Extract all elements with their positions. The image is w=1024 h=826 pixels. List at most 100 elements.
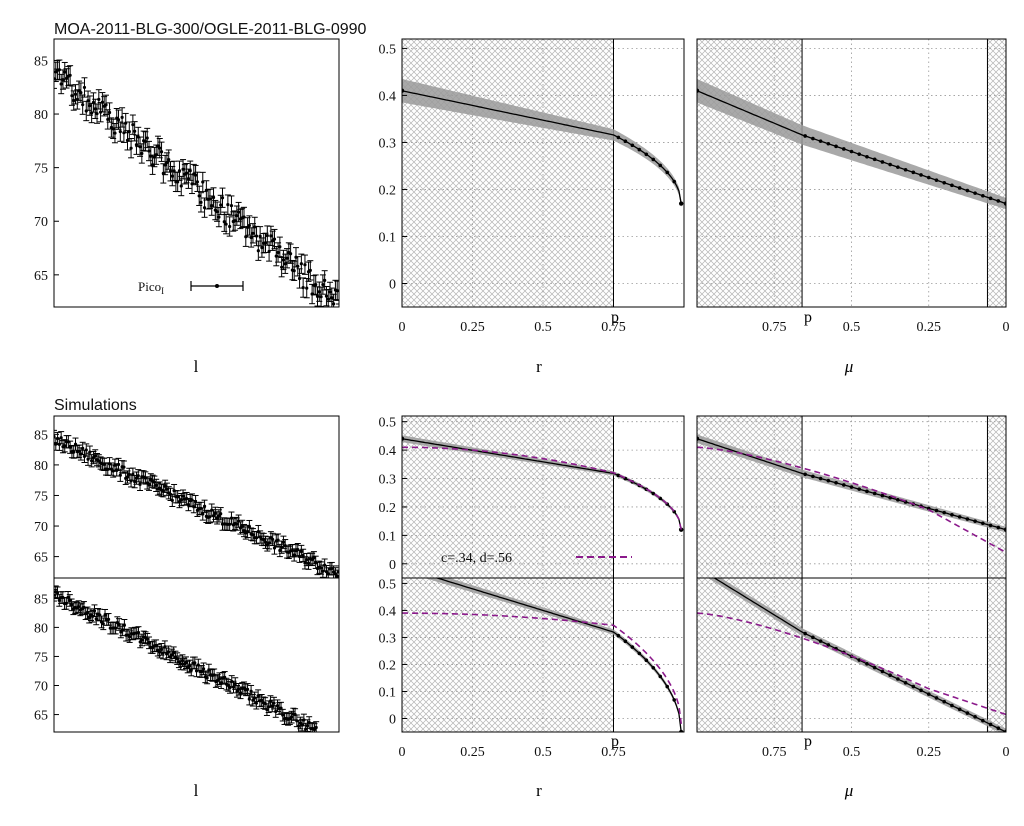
- data-point: [120, 115, 124, 120]
- profile-point: [818, 639, 823, 643]
- y-tick-label: 85: [34, 428, 48, 443]
- profile-point: [651, 665, 656, 670]
- panel-sim1-profile-r: 0 0.1 0.2 0.3 0.4 0.5: [379, 415, 685, 579]
- profile-point: [665, 170, 670, 175]
- data-point: [298, 721, 302, 725]
- x-tick-label: 0.5: [843, 320, 861, 335]
- profile-point: [973, 519, 977, 523]
- profile-point: [981, 521, 985, 526]
- data-point: [106, 617, 111, 621]
- data-point: [217, 514, 221, 518]
- data-point: [84, 448, 88, 452]
- data-point: [168, 169, 173, 173]
- data-point: [57, 598, 61, 603]
- data-point: [275, 704, 280, 708]
- data-point: [97, 97, 101, 101]
- data-point: [237, 210, 241, 214]
- data-point: [184, 661, 188, 665]
- profile-point: [911, 170, 916, 175]
- profile-point: [950, 703, 954, 708]
- data-point: [292, 269, 296, 273]
- data-point: [127, 130, 131, 134]
- data-point: [242, 528, 246, 533]
- data-point: [157, 650, 162, 654]
- shaded-region: [697, 39, 803, 307]
- data-point: [211, 514, 216, 518]
- data-point: [87, 615, 91, 619]
- data-point: [95, 112, 99, 116]
- data-point: [229, 203, 234, 208]
- shaded-region: [987, 578, 1006, 732]
- data-point: [116, 462, 121, 467]
- profile-point: [616, 135, 621, 140]
- data-point: [290, 549, 294, 553]
- plot-area: [402, 416, 684, 578]
- data-point: [170, 498, 174, 502]
- data-point: [179, 662, 183, 666]
- data-point: [312, 556, 316, 560]
- data-point: [81, 446, 85, 451]
- data-point: [326, 297, 330, 301]
- data-point: [199, 200, 203, 204]
- xlabel-l-top: l: [194, 357, 199, 376]
- data-point: [97, 459, 101, 463]
- panel-frame: [53, 577, 340, 733]
- data-point: [272, 237, 277, 241]
- profile-point: [1003, 527, 1006, 532]
- data-point: [271, 537, 275, 542]
- plot-area: [54, 59, 340, 315]
- panel-frame: [401, 577, 685, 733]
- data-point: [211, 195, 216, 200]
- profile-point: [665, 684, 670, 689]
- y-tick-label: 70: [34, 215, 48, 230]
- data-point: [79, 91, 83, 95]
- data-point: [170, 653, 174, 657]
- panel-frame: [401, 38, 685, 308]
- data-point: [64, 76, 69, 80]
- profile-point: [803, 134, 807, 138]
- data-point: [154, 483, 158, 487]
- y-tick-label: 80: [34, 459, 48, 474]
- profile-point: [697, 88, 700, 93]
- data-point: [122, 623, 126, 627]
- plot-area: [402, 39, 684, 307]
- data-point: [181, 167, 185, 171]
- profile-point: [834, 144, 838, 149]
- data-point: [156, 144, 160, 148]
- y-tick-label: 0.1: [379, 685, 397, 700]
- x-tick-label: 0.5: [534, 320, 552, 335]
- profile-point: [697, 436, 700, 441]
- profile-point: [957, 186, 962, 190]
- data-point: [201, 512, 205, 516]
- data-point: [66, 595, 70, 599]
- panel-sim2-light-curve: 65 70 75 80 85: [34, 577, 340, 733]
- data-point: [190, 498, 194, 502]
- profile-point: [872, 157, 877, 162]
- data-point: [297, 724, 301, 728]
- profile-point: [841, 147, 846, 151]
- data-point: [224, 222, 228, 226]
- data-point: [231, 685, 236, 689]
- profile-point: [834, 480, 838, 485]
- profile-point: [942, 180, 946, 185]
- x-tick-label: 0.75: [762, 745, 787, 760]
- data-point: [333, 572, 338, 576]
- data-point: [278, 245, 282, 249]
- data-point: [172, 169, 176, 173]
- data-point: [303, 263, 307, 267]
- data-point: [256, 249, 260, 253]
- y-tick-label: 0.2: [379, 501, 397, 516]
- x-tick-label: 0.5: [843, 745, 861, 760]
- panel-frame: [696, 577, 1007, 733]
- data-point: [177, 660, 181, 664]
- profile-point: [919, 688, 923, 693]
- data-point: [205, 676, 209, 680]
- data-point: [251, 698, 255, 702]
- data-point: [138, 145, 142, 149]
- data-point: [337, 312, 340, 315]
- y-tick-label: 0.4: [379, 604, 397, 619]
- data-point: [213, 511, 217, 515]
- legend-point: [215, 284, 219, 288]
- x-tick-label: 0.25: [460, 745, 485, 760]
- data-point: [219, 512, 223, 516]
